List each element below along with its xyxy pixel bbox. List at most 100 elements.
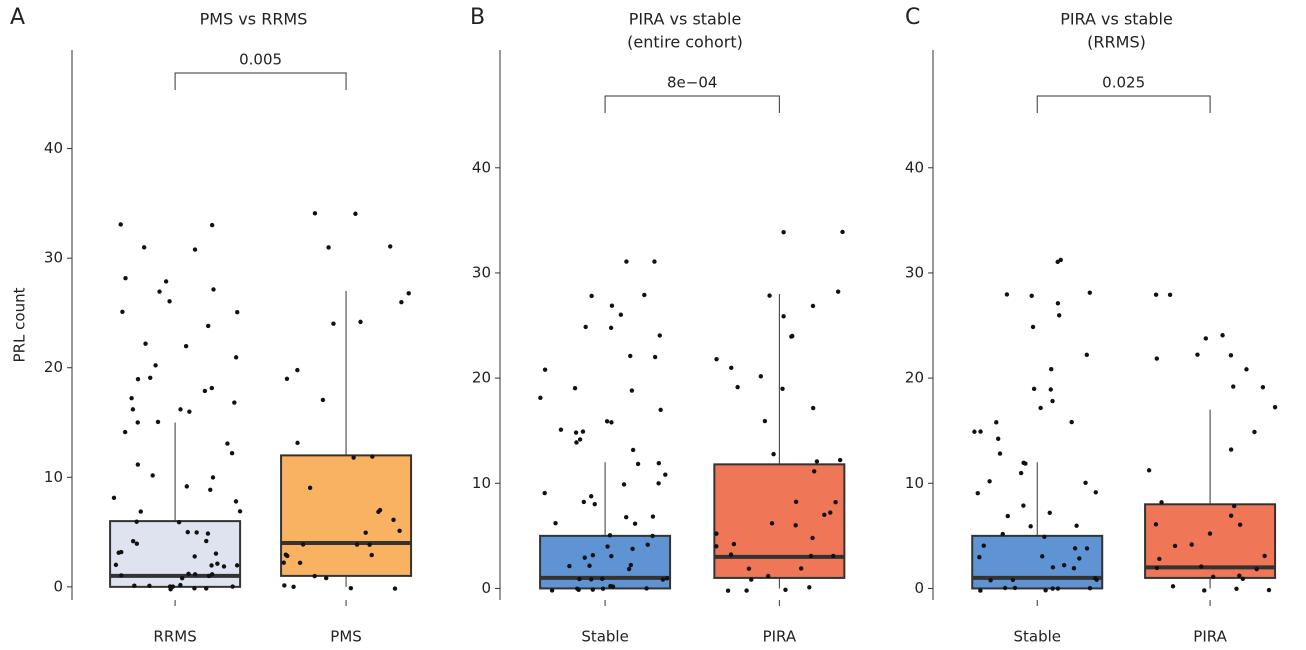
data-point	[1254, 566, 1259, 572]
y-tick-label: 0	[914, 579, 924, 597]
data-point	[307, 485, 313, 491]
data-point	[1061, 563, 1067, 568]
data-point	[831, 553, 836, 559]
data-point	[148, 375, 153, 380]
data-point	[590, 587, 596, 592]
data-point	[810, 303, 816, 309]
y-tick-label: 40	[472, 158, 491, 176]
data-point	[234, 563, 240, 568]
data-point	[1040, 554, 1045, 559]
box	[713, 463, 846, 579]
data-point	[206, 573, 212, 579]
data-point	[233, 355, 239, 360]
data-point	[1172, 543, 1178, 549]
data-point	[192, 554, 197, 559]
data-point	[607, 533, 613, 538]
data-point	[312, 573, 317, 579]
y-tick-label: 10	[472, 474, 491, 492]
data-point	[178, 582, 183, 588]
p-value: 8e−04	[667, 74, 717, 92]
data-point	[988, 578, 993, 583]
data-point	[624, 515, 629, 520]
data-point	[208, 487, 213, 492]
data-point	[645, 542, 650, 547]
data-point	[833, 500, 838, 505]
data-point	[237, 509, 243, 514]
data-point	[312, 211, 318, 216]
data-point	[209, 385, 214, 391]
data-point	[370, 454, 375, 459]
y-tick-label: 30	[905, 263, 924, 281]
data-point	[1228, 447, 1234, 452]
data-point	[629, 388, 635, 393]
data-point	[1094, 577, 1099, 582]
data-point	[605, 544, 610, 549]
data-point	[179, 576, 185, 581]
data-point	[835, 289, 841, 294]
data-point	[178, 407, 183, 412]
data-point	[1228, 513, 1234, 518]
data-point	[399, 299, 404, 305]
data-point	[589, 293, 594, 299]
y-tick-label: 40	[44, 139, 63, 157]
data-point	[1050, 398, 1055, 404]
data-point	[553, 520, 558, 526]
data-point	[765, 573, 771, 579]
data-point	[664, 576, 670, 581]
data-point	[574, 440, 579, 445]
data-point	[1167, 292, 1173, 298]
data-point	[192, 572, 198, 577]
data-point	[406, 291, 411, 296]
data-point	[295, 440, 300, 446]
data-point	[650, 514, 656, 519]
data-point	[135, 420, 140, 425]
data-point	[1030, 324, 1036, 330]
data-point	[608, 325, 614, 331]
data-point	[215, 561, 220, 566]
data-point	[119, 573, 124, 578]
data-point	[808, 553, 814, 559]
data-point	[592, 501, 597, 507]
data-point	[996, 436, 1001, 441]
data-point	[810, 405, 816, 411]
data-point	[714, 544, 719, 549]
data-point	[1084, 546, 1090, 551]
data-point	[232, 400, 237, 405]
data-point	[604, 419, 610, 424]
data-point	[213, 551, 219, 556]
data-point	[1010, 577, 1016, 583]
data-point	[192, 247, 198, 252]
data-point	[113, 562, 119, 568]
data-point	[363, 530, 368, 535]
x-tick-label: PIRA	[763, 628, 797, 646]
data-point	[183, 343, 189, 349]
data-point	[353, 211, 358, 216]
chart-title: PIRA vs stable	[1060, 10, 1173, 29]
data-point	[192, 586, 197, 591]
y-tick-label: 40	[905, 158, 924, 176]
y-tick-label: 30	[472, 263, 491, 281]
data-point	[331, 321, 336, 326]
data-point	[155, 419, 161, 425]
data-point	[657, 333, 662, 338]
data-point	[281, 560, 286, 565]
data-point	[624, 259, 629, 264]
data-point	[1002, 585, 1008, 591]
data-point	[1203, 336, 1209, 341]
data-point	[590, 552, 596, 558]
data-point	[589, 577, 594, 582]
data-point	[1084, 352, 1090, 357]
data-point	[1199, 564, 1204, 569]
data-point	[1021, 460, 1026, 466]
data-point	[587, 563, 592, 568]
data-point	[130, 407, 136, 412]
data-point	[170, 584, 176, 589]
y-tick-label: 0	[481, 579, 491, 597]
data-point	[997, 451, 1003, 456]
data-point	[130, 538, 136, 544]
data-point	[123, 276, 128, 281]
data-point	[1049, 366, 1054, 372]
data-point	[549, 588, 555, 593]
data-point	[581, 499, 587, 505]
